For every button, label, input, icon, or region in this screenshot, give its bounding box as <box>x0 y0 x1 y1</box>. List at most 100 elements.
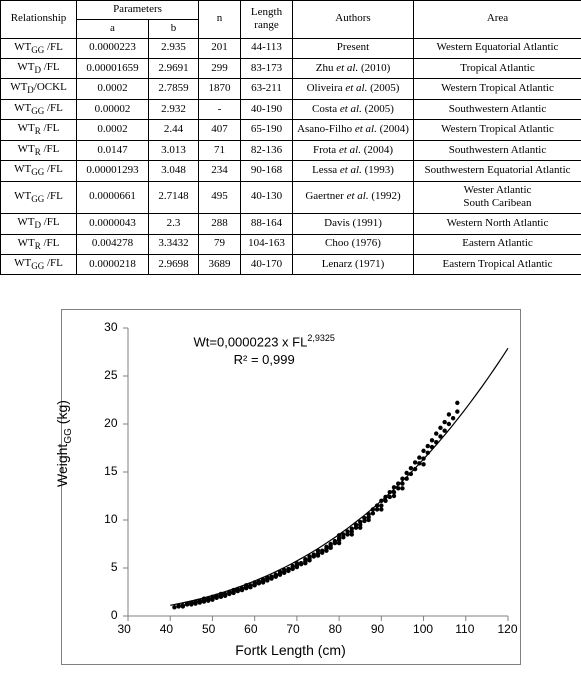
cell-b: 2.7148 <box>149 181 199 214</box>
cell-relationship: WTGG /FL <box>1 161 77 181</box>
equation-line1: Wt=0,0000223 x FL <box>194 335 308 350</box>
y-axis-label: WeightGG (kg) <box>54 400 74 487</box>
xtick-label: 30 <box>118 622 131 636</box>
th-authors: Authors <box>293 1 414 39</box>
equation-line2: R² = 0,999 <box>234 352 295 367</box>
cell-a: 0.00001659 <box>77 58 149 78</box>
cell-area: Eastern Tropical Atlantic <box>414 254 581 274</box>
cell-b: 2.44 <box>149 120 199 140</box>
cell-len: 83-173 <box>241 58 293 78</box>
ytick-label: 15 <box>104 464 117 478</box>
cell-b: 2.3 <box>149 214 199 234</box>
cell-a: 0.0002 <box>77 79 149 99</box>
cell-relationship: WTGG /FL <box>1 254 77 274</box>
cell-n: 407 <box>199 120 241 140</box>
table-row: WTD/OCKL0.00022.7859187063-211Oliveira e… <box>1 79 581 99</box>
cell-len: 63-211 <box>241 79 293 99</box>
equation-text: Wt=0,0000223 x FL2,9325 R² = 0,999 <box>194 332 335 368</box>
th-length-range: Length range <box>241 1 293 39</box>
cell-b: 3.3432 <box>149 234 199 254</box>
cell-relationship: WTGG /FL <box>1 99 77 119</box>
chart-box: Wt=0,0000223 x FL2,9325 R² = 0,999 Fortk… <box>61 309 521 665</box>
cell-a: 0.004278 <box>77 234 149 254</box>
cell-relationship: WTD /FL <box>1 214 77 234</box>
ytick-label: 30 <box>104 320 117 334</box>
ytick-label: 20 <box>104 416 117 430</box>
cell-a: 0.0000218 <box>77 254 149 274</box>
table-row: WTGG /FL0.00002232.93520144-113PresentWe… <box>1 38 581 58</box>
table-row: WTD /FL0.00000432.328888-164Davis (1991)… <box>1 214 581 234</box>
table-row: WTR /FL0.0042783.343279104-163Choo (1976… <box>1 234 581 254</box>
cell-relationship: WTD /FL <box>1 58 77 78</box>
cell-n: 299 <box>199 58 241 78</box>
cell-a: 0.00002 <box>77 99 149 119</box>
cell-authors: Davis (1991) <box>293 214 414 234</box>
table-row: WTGG /FL0.00002182.9698368940-170Lenarz … <box>1 254 581 274</box>
ytick-label: 10 <box>104 512 117 526</box>
th-area: Area <box>414 1 581 39</box>
cell-authors: Choo (1976) <box>293 234 414 254</box>
cell-b: 2.9698 <box>149 254 199 274</box>
cell-authors: Costa et al. (2005) <box>293 99 414 119</box>
ylabel-prefix: Weight <box>54 444 70 487</box>
ytick-label: 25 <box>104 368 117 382</box>
cell-len: 44-113 <box>241 38 293 58</box>
cell-len: 82-136 <box>241 140 293 160</box>
table-row: WTD /FL0.000016592.969129983-173Zhu et a… <box>1 58 581 78</box>
parameters-table-wrap: Relationship Parameters n Length range A… <box>0 0 581 275</box>
cell-n: 71 <box>199 140 241 160</box>
cell-relationship: WTR /FL <box>1 234 77 254</box>
table-row: WTGG /FL0.000022.932-40-190Costa et al. … <box>1 99 581 119</box>
xtick-label: 60 <box>244 622 257 636</box>
cell-authors: Lenarz (1971) <box>293 254 414 274</box>
cell-len: 65-190 <box>241 120 293 140</box>
table-row: WTR /FL0.00022.4440765-190Asano-Filho et… <box>1 120 581 140</box>
cell-n: 234 <box>199 161 241 181</box>
th-b: b <box>149 19 199 38</box>
cell-a: 0.0000661 <box>77 181 149 214</box>
cell-authors: Asano-Filho et al. (2004) <box>293 120 414 140</box>
table-row: WTGG /FL0.00006612.714849540-130Gaertner… <box>1 181 581 214</box>
ylabel-suffix: (kg) <box>54 400 70 428</box>
cell-len: 40-190 <box>241 99 293 119</box>
cell-b: 2.932 <box>149 99 199 119</box>
cell-a: 0.0002 <box>77 120 149 140</box>
th-a: a <box>77 19 149 38</box>
cell-relationship: WTR /FL <box>1 120 77 140</box>
cell-area: Western Equatorial Atlantic <box>414 38 581 58</box>
cell-authors: Present <box>293 38 414 58</box>
cell-area: Tropical Atlantic <box>414 58 581 78</box>
cell-len: 40-130 <box>241 181 293 214</box>
cell-area: Western Tropical Atlantic <box>414 120 581 140</box>
table-row: WTGG /FL0.000012933.04823490-168Lessa et… <box>1 161 581 181</box>
cell-area: Southwestern Equatorial Atlantic <box>414 161 581 181</box>
cell-n: 1870 <box>199 79 241 99</box>
xtick-label: 50 <box>202 622 215 636</box>
th-relationship: Relationship <box>1 1 77 39</box>
cell-area: Southwestern Atlantic <box>414 99 581 119</box>
cell-len: 88-164 <box>241 214 293 234</box>
cell-relationship: WTD/OCKL <box>1 79 77 99</box>
cell-len: 104-163 <box>241 234 293 254</box>
cell-a: 0.0147 <box>77 140 149 160</box>
xtick-label: 40 <box>160 622 173 636</box>
cell-a: 0.0000043 <box>77 214 149 234</box>
cell-relationship: WTR /FL <box>1 140 77 160</box>
th-n: n <box>199 1 241 39</box>
ytick-label: 0 <box>111 608 118 622</box>
cell-authors: Oliveira et al. (2005) <box>293 79 414 99</box>
cell-b: 3.013 <box>149 140 199 160</box>
xtick-label: 110 <box>455 622 474 636</box>
chart-area: Wt=0,0000223 x FL2,9325 R² = 0,999 Fortk… <box>0 309 581 665</box>
table-row: WTR /FL0.01473.0137182-136Frota et al. (… <box>1 140 581 160</box>
cell-authors: Frota et al. (2004) <box>293 140 414 160</box>
th-parameters: Parameters <box>77 1 199 20</box>
cell-b: 3.048 <box>149 161 199 181</box>
cell-b: 2.935 <box>149 38 199 58</box>
cell-n: 79 <box>199 234 241 254</box>
cell-a: 0.0000223 <box>77 38 149 58</box>
x-axis-label: Fortk Length (cm) <box>235 642 345 658</box>
cell-area: Western North Atlantic <box>414 214 581 234</box>
cell-relationship: WTGG /FL <box>1 181 77 214</box>
cell-b: 2.9691 <box>149 58 199 78</box>
